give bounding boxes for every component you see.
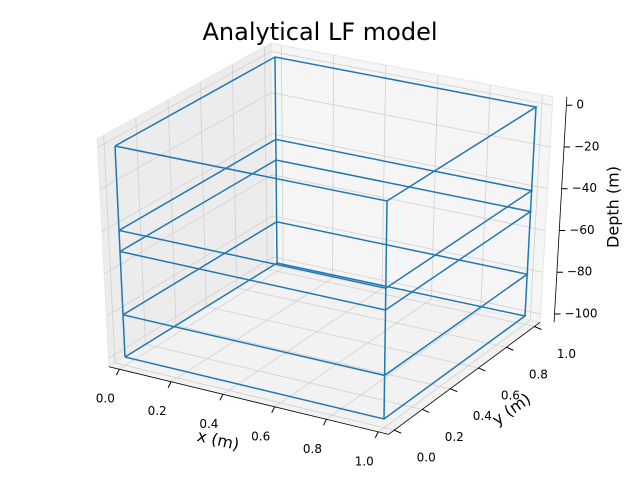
x-tick-label: 0.2: [148, 404, 167, 418]
grid-line: [206, 306, 479, 369]
chart-title: Analytical LF model: [202, 18, 437, 46]
grid-line: [273, 256, 541, 315]
z-tick-label: −20: [574, 139, 599, 153]
grid-line: [280, 45, 284, 268]
grid-line: [272, 215, 543, 273]
grid-line: [231, 64, 238, 288]
z-tick-label: −100: [565, 306, 598, 320]
y-tick: [534, 326, 542, 330]
grid-line: [236, 287, 507, 348]
data-line: [524, 106, 537, 317]
y-tick-label: 0.8: [529, 368, 548, 382]
grid-line: [271, 133, 548, 190]
grid-line: [108, 256, 274, 359]
z-axis-label: Depth (m): [604, 166, 623, 248]
grid-line: [272, 174, 546, 231]
grid-line: [135, 117, 146, 345]
x-tick: [115, 368, 120, 376]
grid-line: [271, 92, 551, 148]
grid-line: [175, 325, 451, 390]
x-tick: [323, 419, 327, 426]
grid-line: [199, 82, 207, 307]
x-tick-label: 0.4: [199, 417, 218, 431]
grid-line: [381, 65, 387, 289]
z-tick-label: −80: [567, 265, 592, 279]
grid-line: [114, 362, 395, 431]
x-axis-line: [108, 366, 389, 435]
y-tick: [450, 388, 458, 393]
grid-line: [103, 135, 116, 363]
grid-line: [170, 277, 333, 383]
grid-line: [480, 84, 491, 310]
grid-line: [119, 267, 284, 370]
z-tick-label: −60: [569, 223, 594, 237]
y-tick: [478, 367, 486, 372]
y-tick-label: 0.2: [445, 430, 464, 444]
grid-line: [101, 133, 273, 233]
x-tick: [374, 431, 379, 439]
y-tick: [506, 346, 514, 351]
grid-line: [106, 215, 273, 317]
y-tick-label: 0.4: [473, 409, 492, 423]
grid-line: [267, 268, 535, 327]
x-tick-label: 1.0: [355, 454, 374, 468]
y-tick: [422, 409, 430, 413]
data-line: [383, 200, 388, 420]
grid-line: [222, 288, 383, 395]
grid-line: [145, 343, 423, 410]
grid-line: [167, 99, 177, 326]
y-axis-line: [388, 322, 541, 435]
z-tick-label: 0: [576, 98, 584, 112]
y-tick-label: 0.6: [501, 388, 520, 402]
z-tick-label: −40: [572, 181, 597, 195]
grid-line: [529, 94, 543, 321]
y-tick-label: 1.0: [557, 347, 576, 361]
data-line: [274, 56, 278, 264]
z-axis-line: [553, 96, 568, 323]
x-tick: [167, 381, 172, 388]
grid-line: [274, 298, 432, 408]
grid-line: [99, 92, 272, 190]
grid-line: [97, 51, 272, 148]
y-tick-label: 0.0: [417, 451, 436, 465]
x-tick-label: 0.8: [303, 442, 322, 456]
grid-line: [378, 319, 531, 433]
grid-line: [104, 174, 273, 275]
grid-line: [332, 55, 334, 279]
grid-line: [264, 46, 268, 270]
x-tick: [271, 406, 276, 414]
grid-line: [430, 75, 439, 300]
data-line: [114, 145, 126, 358]
x-tick-label: 0.6: [251, 429, 270, 443]
x-tick: [219, 394, 224, 401]
grid-line: [270, 51, 553, 106]
y-tick: [394, 429, 402, 434]
grid-line: [326, 309, 482, 420]
back-pane: [270, 42, 554, 323]
x-tick-label: 0.0: [96, 392, 115, 406]
